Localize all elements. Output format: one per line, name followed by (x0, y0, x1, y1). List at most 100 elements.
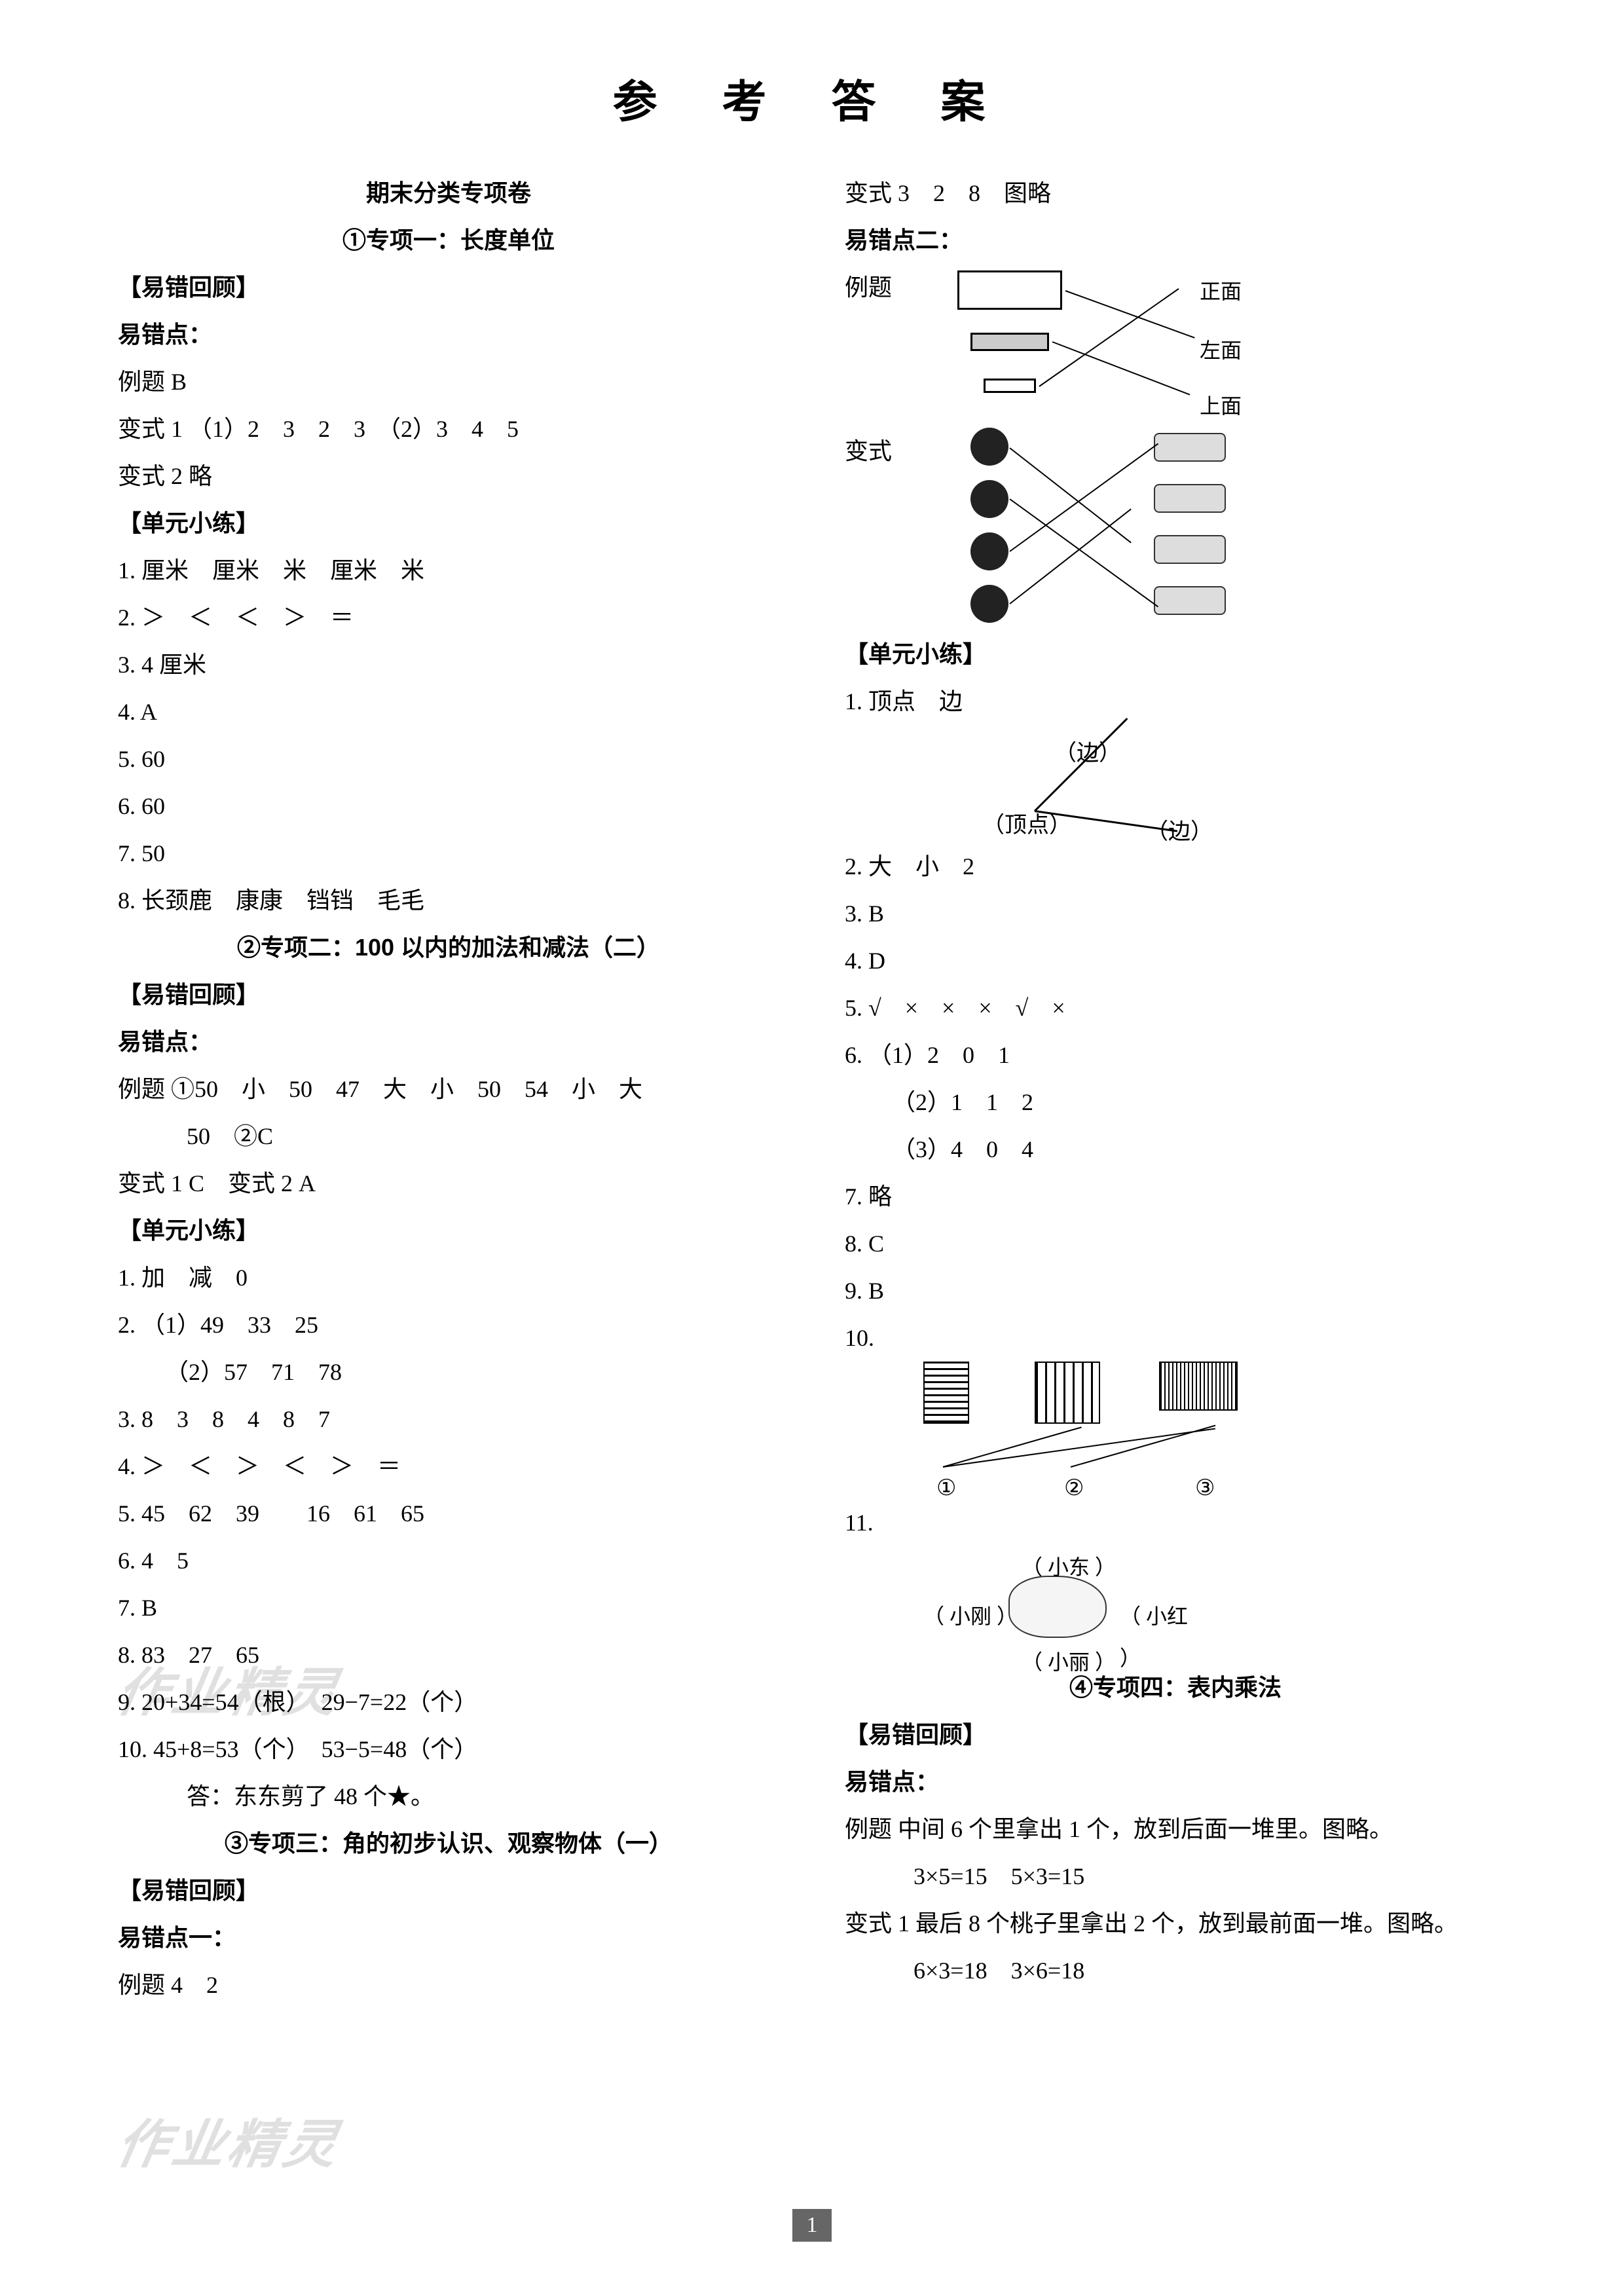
ru8: 8. C (845, 1220, 1506, 1267)
label-top: 上面 (1200, 385, 1242, 427)
page-number: 1 (792, 2209, 832, 2242)
r-var: 变式 3 2 8 图略 (845, 170, 1506, 217)
s1-example: 例题 B (118, 358, 779, 405)
face-icon-4 (970, 585, 1008, 623)
s2-var: 变式 1 C 变式 2 A (118, 1160, 779, 1207)
s1-u5: 5. 60 (118, 735, 779, 783)
ru10: 10. (845, 1314, 1506, 1362)
car-icon-3 (1154, 535, 1226, 564)
s2-u10: 10. 45+8=53（个） 53−5=48（个） (118, 1726, 779, 1773)
page-title: 参 考 答 案 (118, 65, 1506, 130)
angle-label-vertex: （顶点） (982, 804, 1071, 848)
rect-big-icon (957, 270, 1062, 310)
s1-var1: 变式 1 （1）2 3 2 3 （2）3 4 5 (118, 405, 779, 453)
face-icon-1 (970, 428, 1008, 466)
s2-u3: 3. 8 3 8 4 8 7 (118, 1396, 779, 1443)
face-icon-2 (970, 480, 1008, 518)
s2-u2b: （2）57 71 78 (118, 1348, 779, 1396)
s2-unit-heading: 【单元小练】 (118, 1207, 779, 1254)
s2-errpoint: 易错点： (118, 1018, 779, 1066)
left-column: 期末分类专项卷 ①专项一：长度单位 【易错回顾】 易错点： 例题 B 变式 1 … (118, 170, 779, 2009)
s1-errpoint: 易错点： (118, 311, 779, 358)
s1-u3: 3. 4 厘米 (118, 641, 779, 688)
match-diagram: 正面 左面 上面 (957, 264, 1259, 428)
section1-title: ①专项一：长度单位 (118, 217, 779, 264)
s3-errpoint1: 易错点一： (118, 1914, 779, 1961)
s2-example: 例题 ①50 小 50 47 大 小 50 54 小 大 (118, 1066, 779, 1113)
s1-unit-heading: 【单元小练】 (118, 500, 779, 547)
r-errpoint2: 易错点二： (845, 217, 1506, 264)
s2-u8: 8. 83 27 65 (118, 1631, 779, 1678)
fc-line-1 (1009, 447, 1131, 543)
q11-label-top: （ 小东 ） (1022, 1546, 1116, 1588)
s1-u7: 7. 50 (118, 830, 779, 877)
s2-u6: 6. 4 5 (118, 1537, 779, 1584)
section2-title: ②专项二：100 以内的加法和减法（二） (118, 924, 779, 971)
s4-var1: 变式 1 最后 8 个桃子里拿出 2 个，放到最前面一堆。图略。 (845, 1900, 1506, 1947)
r-var2-label: 变式 (845, 428, 892, 475)
ru3: 3. B (845, 890, 1506, 937)
angle-label-edge2: （边） (1146, 810, 1213, 855)
q10-label-3: ③ (1195, 1466, 1215, 1511)
r-example-label: 例题 (845, 264, 892, 311)
match-line-1 (1065, 290, 1195, 339)
q11-label-bottom: （ 小丽 ） (1022, 1641, 1116, 1683)
angle-label-edge1: （边） (1054, 732, 1121, 776)
r-example-row: 例题 正面 左面 上面 (845, 264, 1506, 428)
ru6: 6. （1）2 0 1 (845, 1031, 1506, 1079)
q11-label-right: （ 小红 ） (1120, 1595, 1198, 1679)
angle-diagram: （边） （顶点） （边） (956, 725, 1218, 843)
s1-u1: 1. 厘米 厘米 米 厘米 米 (118, 547, 779, 594)
ru9: 9. B (845, 1267, 1506, 1314)
header-exam: 期末分类专项卷 (118, 170, 779, 217)
face-icon-3 (970, 532, 1008, 570)
car-icon-1 (1154, 433, 1226, 462)
building-icon-3 (1159, 1362, 1238, 1411)
fc-line-2 (1009, 498, 1158, 607)
q10-label-1: ① (936, 1466, 956, 1511)
q10-line-2 (943, 1428, 1215, 1468)
building-icon-1 (923, 1362, 969, 1424)
s2-u2: 2. （1）49 33 25 (118, 1301, 779, 1348)
fc-line-4 (1009, 509, 1131, 604)
label-left: 左面 (1200, 329, 1242, 371)
right-column: 变式 3 2 8 图略 易错点二： 例题 正面 左面 上面 变式 (845, 170, 1506, 2009)
s4-var1-b: 6×3=18 3×6=18 (845, 1947, 1506, 1994)
q10-label-2: ② (1064, 1466, 1084, 1511)
s3-example: 例题 4 2 (118, 1961, 779, 2009)
fc-line-3 (1009, 443, 1158, 552)
face-car-diagram (970, 428, 1259, 631)
building-icon-2 (1035, 1362, 1100, 1424)
s1-u2: 2. ＞ ＜ ＜ ＞ ＝ (118, 594, 779, 641)
ru6c: （3）4 0 4 (845, 1126, 1506, 1173)
ru6b: （2）1 1 2 (845, 1079, 1506, 1126)
watermark-2: 作业精灵 (111, 2102, 347, 2178)
r-unit-heading: 【单元小练】 (845, 631, 1506, 678)
label-front: 正面 (1200, 270, 1242, 312)
s4-errpoint: 易错点： (845, 1758, 1506, 1806)
s1-u6: 6. 60 (118, 783, 779, 830)
s4-example: 例题 中间 6 个里拿出 1 个，放到后面一堆里。图略。 (845, 1806, 1506, 1853)
two-column-layout: 期末分类专项卷 ①专项一：长度单位 【易错回顾】 易错点： 例题 B 变式 1 … (118, 170, 1506, 2009)
s1-review-heading: 【易错回顾】 (118, 264, 779, 311)
s1-var2: 变式 2 略 (118, 453, 779, 500)
q11-label-left: （ 小刚 ） (923, 1595, 1018, 1637)
rect-small-icon (984, 379, 1036, 393)
s4-review-heading: 【易错回顾】 (845, 1711, 1506, 1758)
car-icon-2 (1154, 484, 1226, 513)
match-line-2 (1052, 341, 1190, 396)
section3-title: ③专项三：角的初步认识、观察物体（一） (118, 1820, 779, 1867)
s2-u5: 5. 45 62 39 16 61 65 (118, 1490, 779, 1537)
s4-example-b: 3×5=15 5×3=15 (845, 1853, 1506, 1900)
s2-u7: 7. B (118, 1584, 779, 1631)
s2-u9: 9. 20+34=54（根） 29−7=22（个） (118, 1678, 779, 1726)
ru7: 7. 略 (845, 1173, 1506, 1220)
q10-diagram: ① ② ③ (904, 1362, 1244, 1499)
s3-review-heading: 【易错回顾】 (118, 1867, 779, 1914)
s2-example-b: 50 ②C (118, 1113, 779, 1160)
ru1: 1. 顶点 边 (845, 678, 1506, 725)
s2-review-heading: 【易错回顾】 (118, 971, 779, 1018)
s2-u4: 4. ＞ ＜ ＞ ＜ ＞ ＝ (118, 1443, 779, 1490)
ru4: 4. D (845, 937, 1506, 984)
s1-u8: 8. 长颈鹿 康康 铛铛 毛毛 (118, 877, 779, 924)
